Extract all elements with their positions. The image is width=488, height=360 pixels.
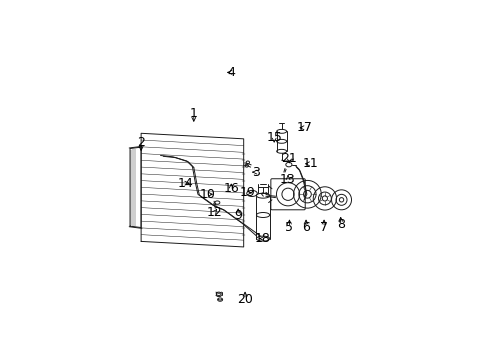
Text: 6: 6 — [302, 221, 309, 234]
Text: 5: 5 — [285, 221, 293, 234]
Text: 17: 17 — [296, 121, 312, 134]
Text: 19: 19 — [240, 186, 255, 199]
Text: 8: 8 — [336, 218, 344, 231]
Text: 7: 7 — [320, 221, 327, 234]
Text: 1: 1 — [189, 107, 197, 120]
Text: 12: 12 — [206, 206, 222, 219]
Text: 9: 9 — [234, 208, 242, 221]
Text: 16: 16 — [223, 182, 239, 195]
Text: 18: 18 — [255, 232, 270, 245]
Text: 11: 11 — [302, 157, 317, 170]
Text: 10: 10 — [199, 188, 215, 201]
Text: 14: 14 — [177, 177, 193, 190]
Text: 3: 3 — [252, 166, 260, 179]
Text: 15: 15 — [265, 131, 282, 144]
Text: 20: 20 — [237, 293, 252, 306]
Text: 2: 2 — [137, 136, 145, 149]
Text: 4: 4 — [227, 66, 235, 79]
Text: 21: 21 — [281, 152, 297, 165]
Text: 13: 13 — [280, 172, 295, 185]
